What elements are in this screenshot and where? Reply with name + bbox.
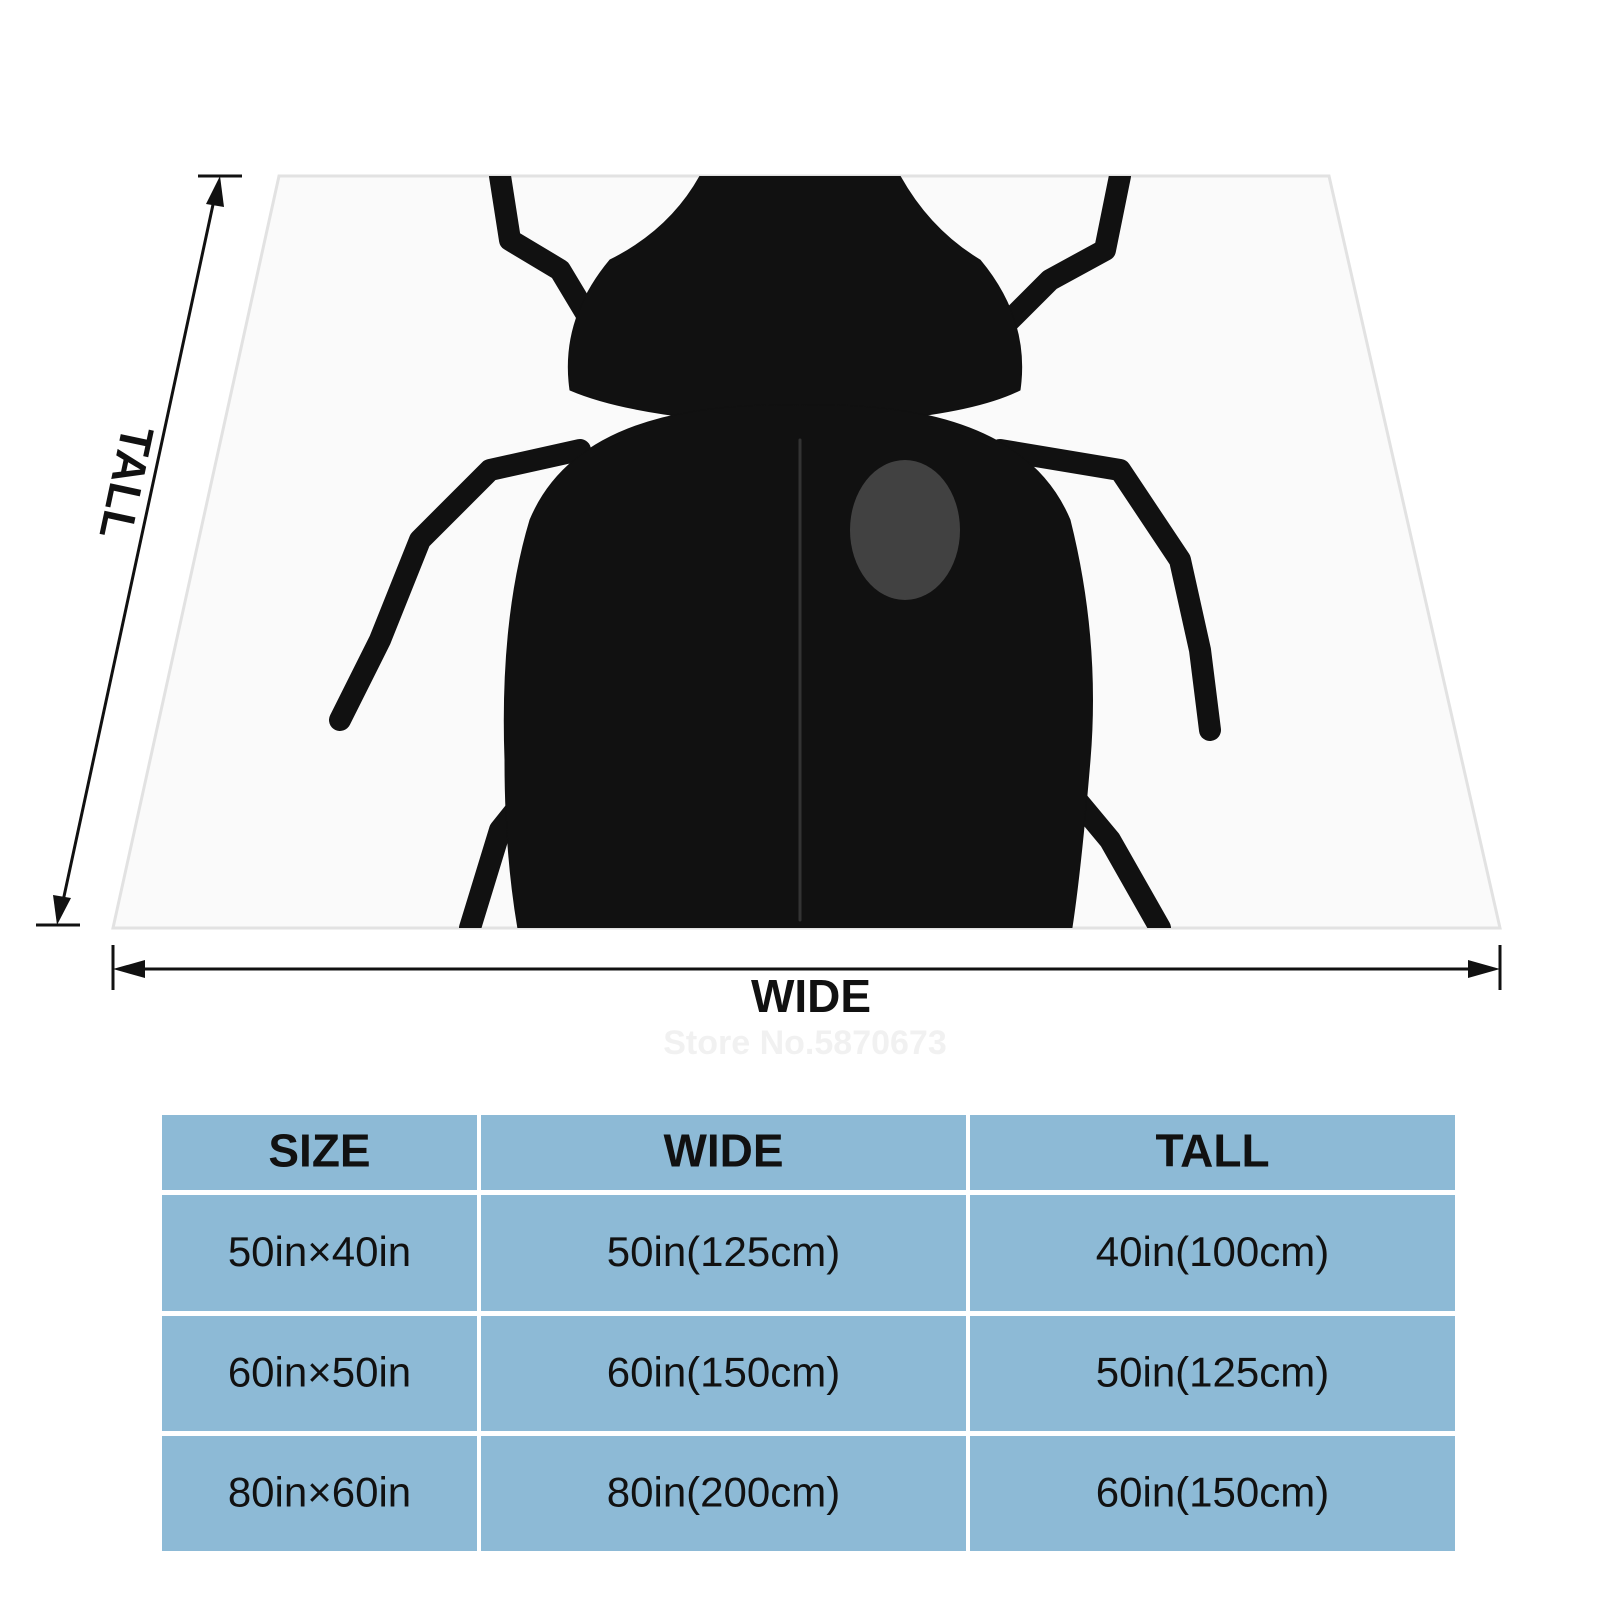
- table-cell: [970, 1195, 1455, 1311]
- table-header: WIDE: [663, 1125, 783, 1177]
- table-cell: [481, 1115, 966, 1190]
- watermark: Store No.5870673: [663, 1024, 947, 1062]
- table-header: TALL: [1155, 1125, 1269, 1177]
- table-text: 80in(200cm): [607, 1469, 840, 1516]
- table-text: 50in(125cm): [1096, 1349, 1329, 1396]
- table-header: SIZE: [268, 1125, 370, 1177]
- table-text: 80in×60in: [228, 1469, 411, 1516]
- table-cell: [162, 1115, 477, 1190]
- table-text: 40in(100cm): [1096, 1228, 1329, 1275]
- dimension-arrows: [36, 174, 1502, 990]
- wide-label: WIDE: [751, 970, 871, 1022]
- table-text: 50in(125cm): [607, 1228, 840, 1275]
- table-text: 60in×50in: [228, 1349, 411, 1396]
- tall-label: TALL: [89, 422, 164, 544]
- table-cell: [970, 1436, 1455, 1551]
- table-cell: [162, 1195, 477, 1311]
- size-table: SIZE WIDE TALL 50in×40in 50in(125cm) 40in(100…: [162, 1115, 1455, 1551]
- table-cell: [481, 1436, 966, 1551]
- table-cell: [970, 1316, 1455, 1431]
- table-text: 50in×40in: [228, 1228, 411, 1275]
- table-cell: [481, 1316, 966, 1431]
- table-cell: [481, 1195, 966, 1311]
- table-cell: [162, 1316, 477, 1431]
- table-cell: [970, 1115, 1455, 1190]
- table-cell: [162, 1436, 477, 1551]
- beetle-print: [329, 176, 1221, 928]
- table-text: 60in(150cm): [1096, 1469, 1329, 1516]
- table-text: 60in(150cm): [607, 1349, 840, 1396]
